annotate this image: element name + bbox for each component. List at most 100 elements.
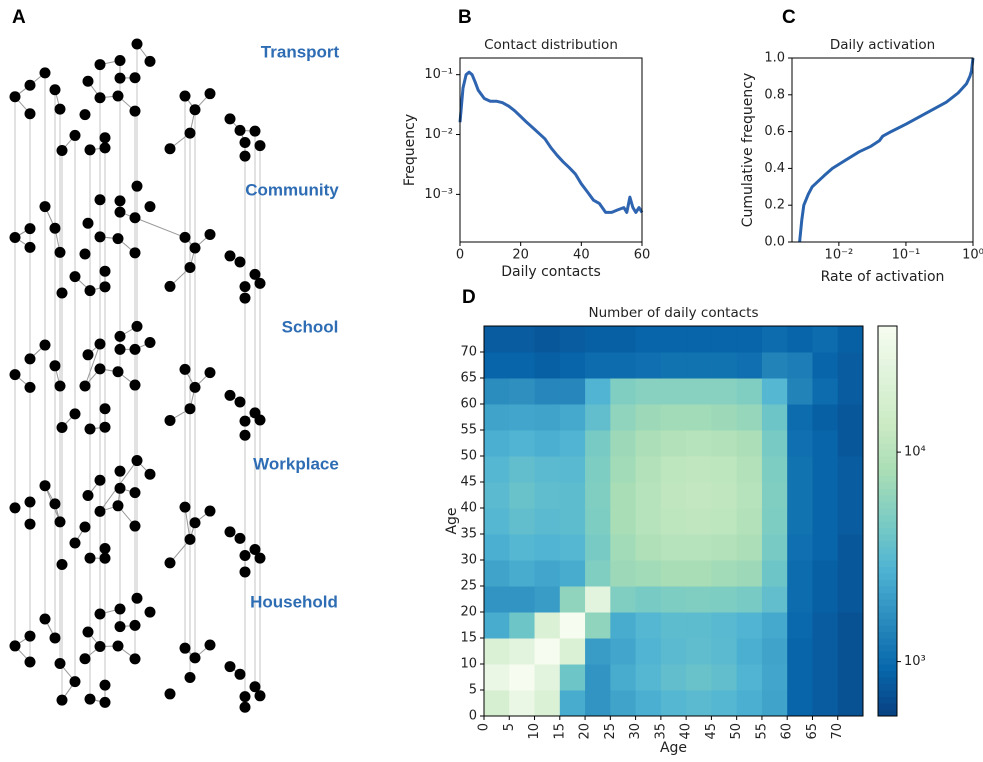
y-tick-label: 0.4 (764, 161, 785, 176)
node (24, 108, 36, 120)
heatmap-cell (761, 352, 788, 379)
y-axis-label: Cumulative frequency (740, 73, 756, 228)
heatmap-cell (686, 430, 712, 457)
node (189, 652, 201, 664)
heatmap-cell (812, 664, 839, 691)
network-diagram (9, 38, 266, 713)
heatmap-cell (837, 638, 864, 665)
heatmap-cell (736, 560, 763, 587)
heatmap-cell (787, 430, 813, 457)
heatmap-cell (736, 664, 763, 691)
heatmap-cell (660, 612, 687, 639)
colorbar-segment (878, 553, 897, 561)
y-tick-label: 65 (460, 371, 477, 386)
colorbar-segment (878, 690, 897, 697)
colorbar-segment (878, 631, 897, 639)
heatmap-cell (660, 638, 687, 665)
heatmap-cell (837, 664, 864, 691)
node (184, 403, 196, 415)
colorbar-segment (878, 443, 897, 450)
heatmap-cell (559, 456, 586, 483)
heatmap-cell (509, 638, 536, 665)
heatmap-cell (837, 430, 864, 457)
heatmap-cell (660, 664, 687, 691)
node (84, 285, 96, 297)
colorbar-segment (878, 332, 897, 340)
node (234, 124, 246, 136)
node (114, 54, 126, 66)
heatmap-cell (736, 612, 763, 639)
node (56, 144, 68, 156)
heatmap-cell (610, 664, 637, 691)
colorbar-segment (878, 709, 897, 717)
heatmap-cell (711, 326, 738, 353)
node (54, 516, 66, 528)
heatmap-cell (711, 690, 738, 717)
node (204, 228, 216, 240)
heatmap-cell (686, 456, 712, 483)
y-axis-label: Frequency (402, 114, 418, 186)
heatmap-cell (585, 378, 611, 405)
colorbar-segment (878, 501, 897, 509)
node (204, 505, 216, 517)
data-line (798, 57, 975, 243)
heatmap-cell (484, 638, 510, 665)
node (24, 223, 36, 235)
x-axis-label: Daily contacts (501, 264, 601, 280)
heatmap-cell (761, 326, 788, 353)
heatmap-cell (761, 404, 788, 431)
heatmap-cell (711, 430, 738, 457)
heatmap-cell (736, 508, 763, 535)
heatmap-cell (711, 508, 738, 535)
node (184, 127, 196, 139)
y-tick-label: 25 (460, 579, 477, 594)
node (84, 552, 96, 564)
chart-title: Daily activation (830, 37, 935, 53)
heatmap-cell (686, 508, 712, 535)
node (114, 330, 126, 342)
y-tick-label: 10⁻¹ (424, 67, 453, 82)
node (224, 250, 236, 262)
node (254, 690, 266, 702)
heatmap-cell (787, 352, 813, 379)
heatmap-cell (484, 508, 510, 535)
x-tick-label: 5 (502, 723, 517, 731)
heatmap-cell (837, 378, 864, 405)
heatmap-cell (585, 586, 611, 613)
chart-title: Contact distribution (484, 37, 618, 53)
heatmap-cell (837, 560, 864, 587)
heatmap-cell (509, 664, 536, 691)
node (129, 520, 141, 532)
heatmap-cell (660, 352, 687, 379)
node (112, 233, 124, 245)
node (114, 603, 126, 615)
colorbar-segment (878, 436, 897, 444)
heatmap-cell (837, 690, 864, 717)
colorbar-segment (878, 345, 897, 353)
heatmap-cell (736, 638, 763, 665)
heatmap-cell (761, 638, 788, 665)
colorbar-segment (878, 534, 897, 541)
heatmap-cell (509, 352, 536, 379)
heatmap-cell (787, 534, 813, 561)
node (99, 265, 111, 277)
heatmap-cell (812, 508, 839, 535)
heatmap-cell (484, 690, 510, 717)
node (56, 558, 68, 570)
node (131, 592, 143, 604)
node (239, 415, 251, 427)
heatmap-cell (660, 430, 687, 457)
node (114, 195, 126, 207)
x-tick-label: 60 (634, 248, 651, 263)
node (239, 137, 251, 149)
heatmap-cell (761, 586, 788, 613)
heatmap-cell (711, 586, 738, 613)
node (39, 67, 51, 79)
y-axis-label: Age (444, 507, 460, 534)
heatmap-cell (787, 612, 813, 639)
heatmap-cell (534, 352, 561, 379)
heatmap-cell (812, 690, 839, 717)
y-tick-label: 70 (460, 345, 477, 360)
heatmap-cell (812, 456, 839, 483)
node (49, 360, 61, 372)
